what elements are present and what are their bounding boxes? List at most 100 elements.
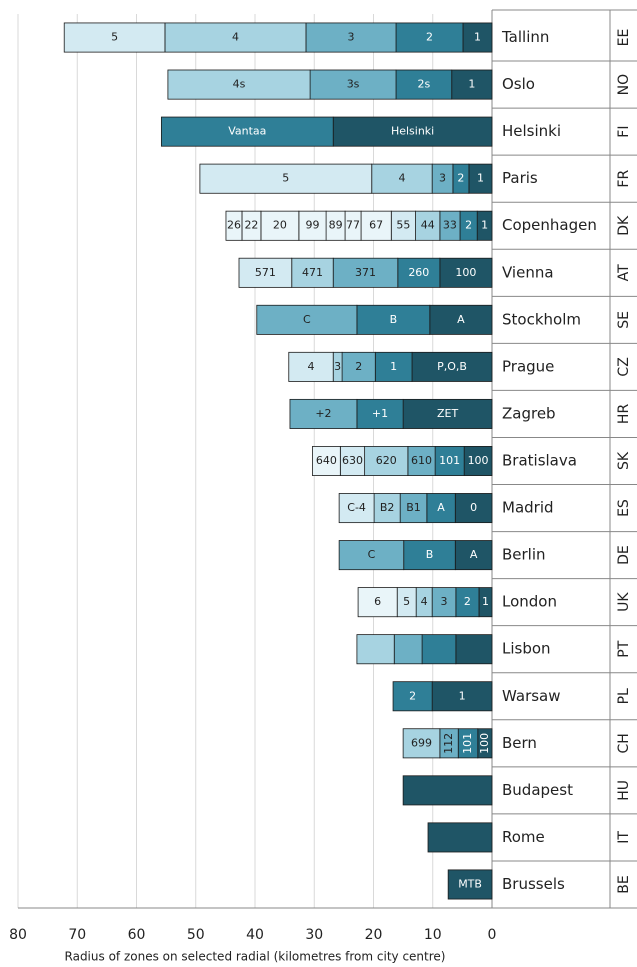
segment-label: 3 (441, 595, 448, 608)
segment-label: 2 (426, 31, 433, 44)
city-label: Stockholm (502, 310, 581, 328)
bar-segment (393, 634, 423, 665)
city-label: Paris (502, 169, 538, 187)
segment-label: A (437, 501, 445, 514)
bar-segment (309, 69, 397, 100)
segment-label: B (390, 313, 398, 326)
segment-label: 33 (443, 219, 457, 232)
bar-segment (462, 22, 493, 53)
segment-label: 99 (305, 219, 319, 232)
city-label: Warsaw (502, 687, 561, 705)
bar-segment (374, 351, 413, 382)
bar-segment (431, 681, 493, 712)
bar-segment (356, 304, 431, 335)
bar-segment (463, 446, 493, 476)
segment-label: 101 (461, 733, 474, 754)
segment-label: 2 (355, 360, 362, 373)
segment-label: 101 (439, 454, 460, 467)
segment-label: 4s (233, 78, 246, 91)
bar-segment (338, 540, 405, 571)
bar-segment (338, 493, 375, 524)
segment-label: 26 (227, 219, 241, 232)
country-code: UK (616, 592, 632, 612)
country-code: PT (616, 640, 632, 657)
segment-label: 1 (390, 360, 397, 373)
segment-label: 1 (482, 595, 489, 608)
segment-label: B2 (380, 501, 395, 514)
bar-segment (305, 22, 397, 53)
segment-label: 4 (398, 172, 405, 185)
segment-label: C-4 (347, 501, 366, 514)
x-tick-label: 30 (305, 927, 323, 943)
segment-label: 630 (342, 454, 363, 467)
x-tick-label: 20 (365, 927, 383, 943)
segment-label: 44 (421, 219, 435, 232)
segment-label: 3 (439, 172, 446, 185)
bar-segment (256, 304, 358, 335)
x-tick-label: 40 (246, 927, 264, 943)
bar-segment (427, 822, 493, 853)
bar-segment (160, 116, 334, 147)
bar-segment (426, 493, 456, 524)
bar-segment (392, 681, 433, 712)
segment-label: P,O,B (437, 360, 467, 373)
country-code: HU (616, 780, 632, 801)
segment-label: 4 (307, 360, 314, 373)
country-code: CH (616, 733, 632, 753)
segment-label: 100 (478, 733, 491, 754)
country-code: FR (616, 170, 632, 188)
segment-label: 610 (411, 454, 432, 467)
segment-label: 371 (355, 266, 376, 279)
segment-label: 112 (442, 733, 455, 754)
city-label: Rome (502, 828, 545, 846)
bar-segment (429, 304, 493, 335)
segment-label: 77 (346, 219, 360, 232)
bar-segment (356, 634, 395, 665)
bar-segment (397, 257, 441, 288)
segment-label: ZET (437, 407, 458, 420)
country-code: HR (616, 404, 632, 425)
bar-segment (390, 210, 416, 241)
bar-segment (395, 22, 464, 53)
segment-label: 620 (376, 454, 397, 467)
bar-segment (407, 446, 436, 476)
country-code: EE (616, 29, 632, 47)
segment-label: 4 (232, 31, 239, 44)
segment-label: Helsinki (391, 125, 434, 138)
segment-label: A (470, 548, 478, 561)
city-label: Berlin (502, 546, 546, 564)
segment-label: 5 (111, 31, 118, 44)
segment-label: +1 (372, 407, 388, 420)
segment-label: A (457, 313, 465, 326)
city-label: Vienna (502, 263, 554, 281)
segment-label: 571 (255, 266, 276, 279)
bar-segment (399, 493, 428, 524)
segment-label: 699 (411, 736, 432, 749)
country-code: BE (616, 875, 632, 893)
x-tick-label: 50 (187, 927, 205, 943)
segment-label: 100 (455, 266, 476, 279)
city-label: Budapest (502, 781, 573, 799)
segment-label: B1 (406, 501, 421, 514)
bar-segment (402, 728, 441, 759)
x-tick-label: 70 (68, 927, 86, 943)
country-code: AT (616, 264, 632, 281)
segment-label: 1 (477, 172, 484, 185)
country-code: FI (616, 126, 632, 138)
segment-label: 640 (316, 454, 337, 467)
bar-segment (411, 351, 493, 382)
bar-segment (238, 257, 293, 288)
segment-label: 3s (347, 78, 360, 91)
segment-label: 1 (474, 31, 481, 44)
segment-label: B (426, 548, 434, 561)
bar-segment (373, 493, 401, 524)
country-code: NO (616, 74, 632, 96)
x-tick-label: 0 (488, 927, 497, 943)
city-label: Bratislava (502, 452, 577, 470)
x-tick-label: 10 (424, 927, 442, 943)
x-axis-label: Radius of zones on selected radial (kilo… (65, 950, 446, 964)
segment-label: 89 (329, 219, 343, 232)
bar-segment (447, 869, 493, 900)
bar-segment (332, 116, 493, 147)
